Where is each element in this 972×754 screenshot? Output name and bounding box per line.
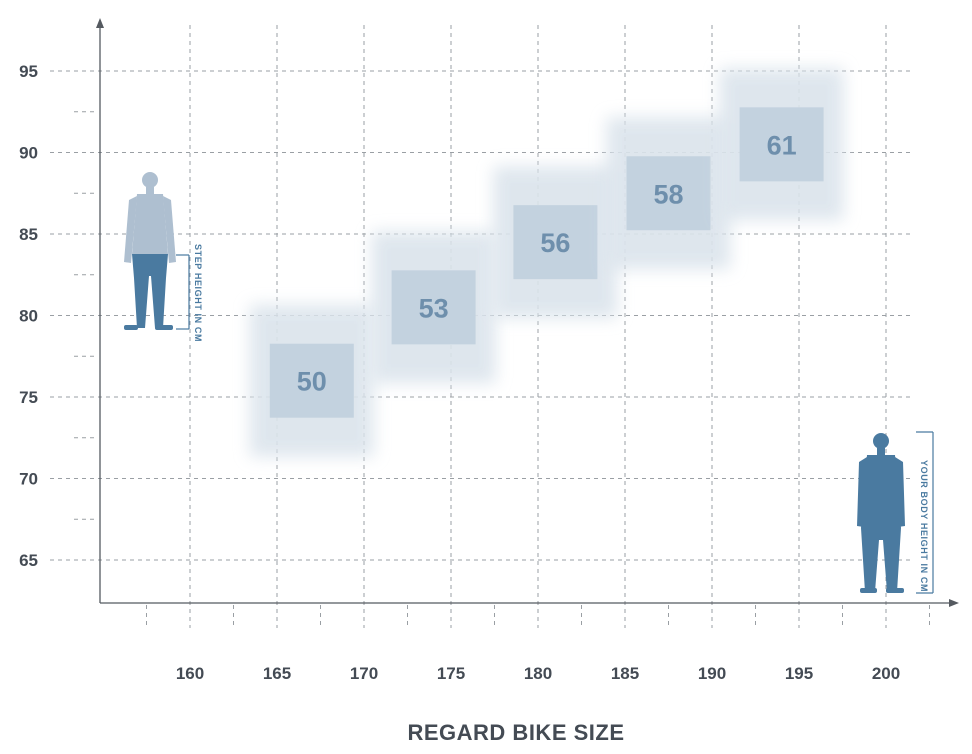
size-marker: 53 (371, 231, 496, 384)
x-tick-label: 175 (437, 664, 465, 683)
size-marker: 50 (249, 304, 374, 457)
size-marker-label: 56 (540, 228, 570, 258)
step-height-bracket (176, 254, 190, 330)
size-marker: 61 (719, 68, 844, 221)
size-marker-box (391, 270, 476, 345)
x-tick-label: 200 (872, 664, 900, 683)
minor-ticks (74, 111, 930, 628)
size-marker: 56 (493, 166, 618, 319)
size-marker-label: 61 (767, 130, 797, 160)
size-marker-label: 58 (653, 179, 683, 209)
x-axis-title: REGARD BIKE SIZE (407, 720, 624, 745)
size-marker-box (626, 156, 711, 231)
size-marker-box (269, 343, 354, 418)
step-height-figure (124, 172, 176, 330)
x-tick-label: 170 (350, 664, 378, 683)
y-tick-labels: 65 70 75 80 85 90 95 (19, 62, 38, 570)
x-tick-label: 160 (176, 664, 204, 683)
y-tick-label: 75 (19, 388, 38, 407)
y-axis-arrow (96, 18, 104, 28)
y-tick-label: 80 (19, 307, 38, 326)
y-tick-label: 90 (19, 144, 38, 163)
body-height-figure (857, 433, 905, 593)
x-tick-label: 195 (785, 664, 813, 683)
body-height-bracket (916, 431, 934, 594)
x-axis-arrow (949, 599, 959, 607)
y-tick-label: 65 (19, 551, 38, 570)
y-tick-label: 70 (19, 470, 38, 489)
x-tick-labels: 160 165 170 175 180 185 190 195 200 (176, 664, 900, 683)
size-marker-label: 53 (419, 293, 449, 323)
size-markers: 50 53 56 58 61 (249, 68, 844, 457)
size-marker-box (739, 107, 824, 182)
y-tick-label: 85 (19, 225, 38, 244)
x-tick-label: 165 (263, 664, 291, 683)
x-tick-label: 185 (611, 664, 639, 683)
x-tick-label: 190 (698, 664, 726, 683)
y-tick-label: 95 (19, 62, 38, 81)
x-tick-label: 180 (524, 664, 552, 683)
step-height-label: STEP HEIGHT IN CM (193, 244, 203, 342)
size-marker: 58 (606, 117, 731, 270)
size-marker-label: 50 (297, 367, 327, 397)
axes (96, 18, 959, 607)
size-marker-box (513, 205, 598, 280)
body-height-label: YOUR BODY HEIGHT IN CM (919, 460, 929, 592)
